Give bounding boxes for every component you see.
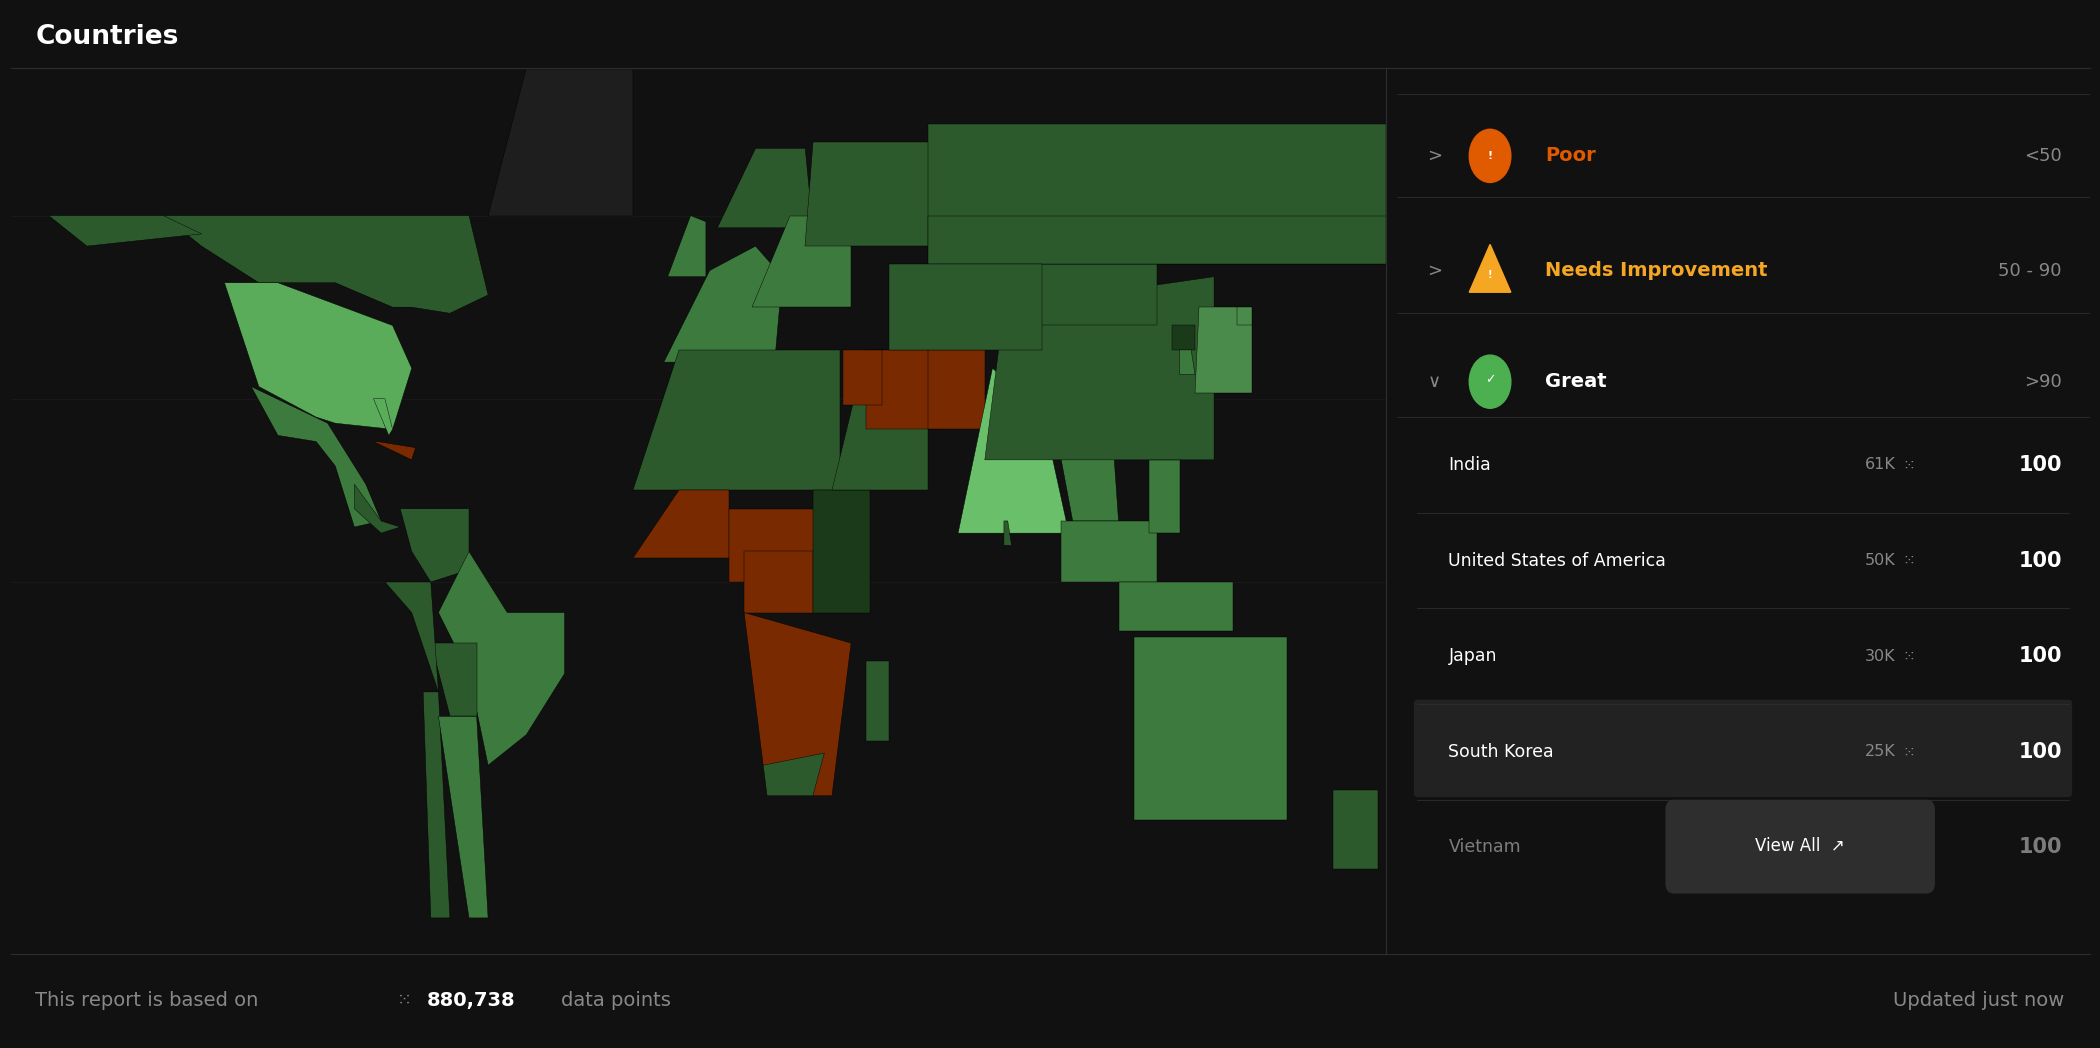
Text: 50 - 90: 50 - 90 (1999, 262, 2062, 280)
Polygon shape (1149, 460, 1180, 533)
Polygon shape (1195, 307, 1252, 393)
Text: !: ! (1487, 270, 1493, 280)
Text: 30K: 30K (1865, 649, 1896, 663)
Polygon shape (374, 399, 393, 435)
Polygon shape (832, 350, 928, 490)
Text: This report is based on: This report is based on (36, 991, 258, 1010)
Text: Needs Improvement: Needs Improvement (1546, 262, 1768, 281)
Polygon shape (355, 484, 401, 533)
Polygon shape (164, 216, 487, 313)
Polygon shape (634, 490, 729, 558)
Text: Updated just now: Updated just now (1894, 991, 2064, 1010)
Text: >: > (1428, 262, 1443, 280)
Polygon shape (844, 350, 882, 405)
Text: ⁙: ⁙ (1903, 744, 1915, 760)
Polygon shape (1134, 637, 1287, 821)
Polygon shape (1334, 789, 1378, 869)
Text: Japan: Japan (1449, 648, 1497, 665)
Polygon shape (804, 143, 947, 246)
Polygon shape (422, 692, 449, 918)
Polygon shape (958, 368, 1069, 533)
Polygon shape (48, 216, 202, 246)
Text: Countries: Countries (36, 24, 178, 50)
Text: ⁙: ⁙ (1903, 553, 1915, 568)
Polygon shape (928, 124, 1386, 264)
FancyBboxPatch shape (1665, 800, 1934, 894)
Polygon shape (985, 277, 1214, 460)
Text: 100: 100 (2018, 837, 2062, 857)
Text: !: ! (1487, 151, 1493, 160)
Polygon shape (374, 441, 416, 460)
Polygon shape (813, 490, 869, 612)
Polygon shape (1004, 521, 1012, 545)
Polygon shape (430, 643, 477, 717)
Polygon shape (743, 612, 851, 795)
Text: Poor: Poor (1546, 147, 1596, 166)
Text: data points: data points (561, 991, 672, 1010)
Circle shape (1470, 129, 1510, 182)
Text: ⁙: ⁙ (1903, 649, 1915, 663)
Polygon shape (1060, 521, 1157, 582)
Polygon shape (634, 350, 840, 490)
Polygon shape (928, 216, 1386, 264)
Polygon shape (1172, 326, 1195, 350)
Polygon shape (743, 551, 813, 612)
Polygon shape (1035, 264, 1157, 326)
FancyBboxPatch shape (1413, 700, 2073, 798)
Text: Vietnam: Vietnam (1449, 838, 1520, 856)
Text: 100: 100 (2018, 742, 2062, 762)
Polygon shape (439, 551, 565, 765)
Text: 880,738: 880,738 (426, 991, 514, 1010)
Polygon shape (225, 283, 412, 430)
Text: ⁙: ⁙ (397, 991, 412, 1010)
Text: India: India (1449, 456, 1491, 474)
Polygon shape (1119, 582, 1233, 631)
Polygon shape (487, 69, 634, 216)
Circle shape (1470, 355, 1510, 409)
Polygon shape (384, 582, 439, 692)
Text: South Korea: South Korea (1449, 743, 1554, 761)
Text: 100: 100 (2018, 455, 2062, 475)
Polygon shape (252, 387, 380, 527)
Text: View All  ↗: View All ↗ (1756, 836, 1844, 855)
Text: 25K: 25K (1865, 744, 1896, 760)
Text: 100: 100 (2018, 550, 2062, 570)
Polygon shape (1237, 307, 1252, 326)
Polygon shape (1470, 244, 1510, 292)
Text: ✓: ✓ (1485, 373, 1495, 387)
Text: United States of America: United States of America (1449, 551, 1667, 569)
Polygon shape (1035, 423, 1050, 447)
Polygon shape (668, 216, 706, 277)
Text: >90: >90 (2024, 373, 2062, 391)
Polygon shape (928, 350, 985, 430)
Polygon shape (718, 149, 813, 227)
Polygon shape (1060, 411, 1119, 521)
Polygon shape (867, 661, 888, 741)
Polygon shape (752, 216, 850, 307)
Text: ⁙: ⁙ (1903, 840, 1915, 855)
Text: 22K: 22K (1865, 840, 1896, 855)
Text: 61K: 61K (1865, 457, 1896, 473)
Polygon shape (439, 717, 487, 918)
Polygon shape (762, 754, 825, 795)
Text: 100: 100 (2018, 647, 2062, 667)
Text: 50K: 50K (1865, 553, 1896, 568)
Polygon shape (1180, 350, 1195, 374)
Text: Great: Great (1546, 372, 1606, 391)
Text: ⁙: ⁙ (1903, 457, 1915, 473)
Polygon shape (664, 246, 783, 363)
Polygon shape (1004, 405, 1050, 423)
Polygon shape (888, 264, 1042, 350)
Polygon shape (729, 508, 821, 582)
Text: >: > (1428, 147, 1443, 165)
Text: <50: <50 (2024, 147, 2062, 165)
Polygon shape (867, 350, 947, 430)
Text: ∨: ∨ (1428, 373, 1441, 391)
Polygon shape (401, 508, 468, 582)
